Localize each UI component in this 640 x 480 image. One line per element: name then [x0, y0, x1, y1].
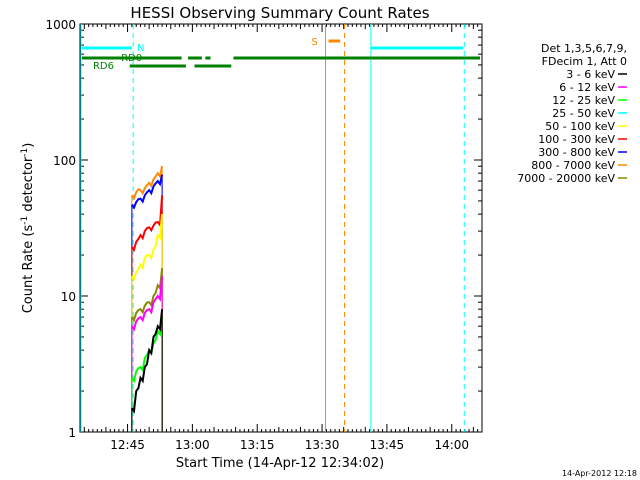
plot-frame [79, 23, 483, 433]
series-line-3 [131, 214, 164, 282]
series-line-0 [131, 165, 164, 201]
legend-entry-label: 50 - 100 keV [545, 120, 615, 133]
series-line-1 [131, 174, 164, 210]
annotation-s: S [311, 37, 317, 48]
annotation-rd0: RD0 [121, 53, 142, 64]
series-line-2 [131, 195, 164, 253]
series-line-6 [131, 316, 164, 384]
legend: Det 1,3,5,6,7,9,FDecim 1, Att 03 - 6 keV… [517, 42, 627, 185]
legend-entry-label: 800 - 7000 keV [531, 159, 615, 172]
annotation-n: N [137, 43, 144, 54]
y-tick-label: 10 [61, 290, 76, 304]
chart-title: HESSI Observing Summary Count Rates [130, 4, 429, 22]
y-tick-label: 1 [68, 426, 76, 440]
axis-ticks: 12:45 13:00 13:15 13:30 13:45 14:00 1 10 100 1000 [45, 18, 482, 452]
footer-date: 14-Apr-2012 12:18 [562, 469, 637, 478]
x-axis-label: Start Time (14-Apr-12 12:34:02) [176, 456, 384, 471]
annotation-rd6: RD6 [93, 61, 114, 72]
series-line-7 [131, 309, 164, 414]
legend-entry-label: 100 - 300 keV [538, 133, 615, 146]
legend-entry-label: 25 - 50 keV [552, 107, 615, 120]
legend-entry-label: 300 - 800 keV [538, 146, 615, 159]
y-tick-label: 100 [53, 154, 76, 168]
x-tick-label: 13:15 [240, 438, 275, 452]
legend-entry-label: 7000 - 20000 keV [517, 172, 615, 185]
series-line-4 [131, 268, 164, 323]
x-tick-label: 13:00 [175, 438, 210, 452]
legend-entry-label: 12 - 25 keV [552, 94, 615, 107]
series-group [131, 165, 164, 432]
x-tick-label: 13:30 [305, 438, 340, 452]
overlay-lines [80, 24, 480, 432]
legend-entry-label: 6 - 12 keV [559, 81, 615, 94]
y-tick-label: 1000 [45, 18, 76, 32]
legend-header-line: FDecim 1, Att 0 [542, 55, 627, 68]
legend-entry-label: 3 - 6 keV [566, 68, 615, 81]
x-tick-label: 13:45 [370, 438, 405, 452]
legend-header-line: Det 1,3,5,6,7,9, [541, 42, 627, 55]
x-tick-label: 14:00 [434, 438, 469, 452]
series-line-5 [131, 276, 164, 332]
y-axis-label: Count Rate (s-1 detector-1) [20, 143, 36, 314]
x-tick-label: 12:45 [110, 438, 145, 452]
